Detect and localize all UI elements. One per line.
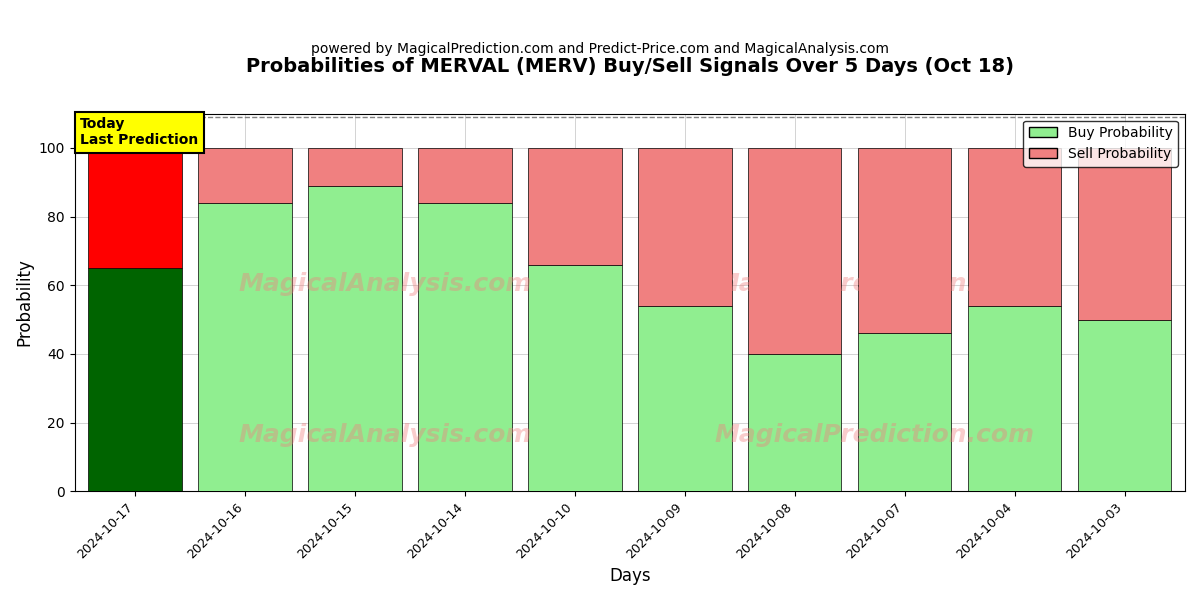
Bar <box>528 265 622 491</box>
Bar <box>198 203 292 491</box>
Bar <box>858 148 952 334</box>
Legend: Buy Probability, Sell Probability: Buy Probability, Sell Probability <box>1024 121 1178 167</box>
Bar <box>419 148 511 203</box>
Bar <box>308 148 402 186</box>
Bar <box>748 354 841 491</box>
Bar <box>858 334 952 491</box>
Bar <box>89 268 182 491</box>
Text: MagicalAnalysis.com: MagicalAnalysis.com <box>239 422 533 446</box>
Bar <box>528 148 622 265</box>
Y-axis label: Probability: Probability <box>16 259 34 346</box>
Bar <box>638 148 732 306</box>
X-axis label: Days: Days <box>610 567 650 585</box>
Text: MagicalAnalysis.com: MagicalAnalysis.com <box>239 272 533 296</box>
Title: Probabilities of MERVAL (MERV) Buy/Sell Signals Over 5 Days (Oct 18): Probabilities of MERVAL (MERV) Buy/Sell … <box>246 57 1014 76</box>
Text: Today
Last Prediction: Today Last Prediction <box>80 117 198 147</box>
Text: MagicalPrediction.com: MagicalPrediction.com <box>714 272 1034 296</box>
Bar <box>198 148 292 203</box>
Text: powered by MagicalPrediction.com and Predict-Price.com and MagicalAnalysis.com: powered by MagicalPrediction.com and Pre… <box>311 42 889 56</box>
Bar <box>638 306 732 491</box>
Bar <box>968 148 1061 306</box>
Bar <box>1078 148 1171 320</box>
Bar <box>89 148 182 268</box>
Bar <box>1078 320 1171 491</box>
Bar <box>968 306 1061 491</box>
Bar <box>419 203 511 491</box>
Bar <box>308 186 402 491</box>
Bar <box>748 148 841 354</box>
Text: MagicalPrediction.com: MagicalPrediction.com <box>714 422 1034 446</box>
